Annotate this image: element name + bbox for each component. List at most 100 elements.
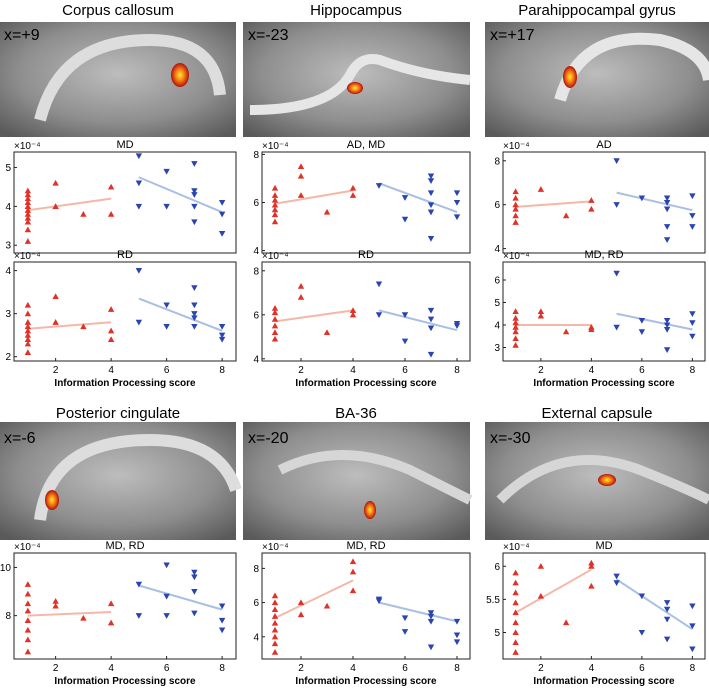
plot-frame — [261, 552, 471, 660]
plot-frame — [13, 261, 237, 362]
x-tick-label: 2 — [298, 365, 304, 376]
point — [689, 311, 696, 317]
x-axis-label: Information Processing score — [54, 676, 196, 687]
fit-line — [378, 182, 458, 214]
y-tick-label: 2 — [5, 352, 11, 363]
x-tick-label: 8 — [219, 663, 225, 674]
y-tick-label: 5.5 — [486, 595, 500, 606]
y-multiplier: ×10⁻⁴ — [262, 141, 289, 152]
point — [52, 179, 59, 186]
point — [218, 336, 226, 343]
point — [613, 202, 620, 208]
point — [453, 632, 461, 639]
point — [375, 281, 383, 288]
point — [191, 574, 198, 581]
fit-line — [27, 321, 112, 330]
y-tick-label: 4 — [494, 321, 500, 332]
fit-line — [616, 191, 693, 212]
plot-frame — [13, 552, 237, 660]
fit-line — [274, 189, 354, 205]
point — [427, 644, 435, 651]
y-multiplier: ×10⁻⁴ — [14, 251, 41, 262]
point — [218, 332, 226, 339]
point — [638, 329, 646, 335]
point — [512, 569, 519, 576]
point — [588, 559, 595, 566]
panel-title: External capsule — [542, 405, 653, 422]
point — [297, 283, 305, 289]
point — [297, 192, 305, 198]
point — [427, 618, 435, 625]
point — [218, 627, 226, 634]
y-tick-label: 6 — [494, 562, 500, 573]
point — [663, 347, 671, 353]
point — [24, 636, 32, 643]
point — [512, 315, 519, 321]
point — [427, 307, 435, 314]
point — [562, 328, 570, 335]
point — [191, 219, 198, 226]
point — [689, 193, 696, 200]
point — [427, 613, 435, 620]
point — [663, 224, 671, 230]
activation — [598, 474, 616, 486]
point — [663, 322, 671, 329]
point — [349, 184, 357, 191]
point — [107, 327, 115, 334]
point — [107, 183, 115, 190]
y-tick-label: 8 — [253, 266, 259, 277]
point — [537, 186, 545, 192]
point — [427, 209, 435, 216]
point — [163, 302, 170, 309]
point — [588, 197, 595, 203]
y-tick-label: 3 — [5, 309, 11, 320]
x-tick-label: 2 — [53, 663, 59, 674]
point — [24, 581, 32, 587]
chart-title: MD — [116, 139, 133, 151]
point — [52, 602, 59, 609]
point — [349, 568, 357, 575]
point — [24, 626, 32, 633]
point — [24, 226, 32, 233]
chart-title: AD — [596, 139, 611, 151]
point — [349, 558, 357, 565]
point — [427, 236, 435, 242]
x-tick-label: 6 — [639, 663, 645, 674]
point — [689, 320, 696, 326]
point — [663, 616, 671, 623]
point — [512, 188, 519, 195]
point — [537, 563, 545, 569]
point — [24, 319, 32, 325]
x-axis-label: Information Processing score — [533, 378, 675, 389]
slice-label: x=+17 — [490, 27, 535, 44]
point — [663, 606, 671, 613]
point — [52, 597, 59, 604]
x-tick-label: 8 — [454, 663, 460, 674]
y-tick-label: 6 — [253, 198, 259, 209]
point — [191, 610, 198, 617]
activation — [364, 501, 376, 519]
x-tick-label: 4 — [108, 663, 114, 674]
point — [191, 192, 198, 198]
point — [427, 325, 435, 332]
chart-title: MD, RD — [346, 540, 385, 552]
y-multiplier: ×10⁻⁴ — [503, 251, 530, 262]
y-tick-label: 4 — [253, 632, 259, 643]
point — [663, 600, 671, 606]
x-tick-label: 2 — [298, 663, 304, 674]
point — [401, 195, 409, 201]
brain-images — [0, 22, 709, 540]
point — [24, 203, 32, 209]
point — [427, 316, 435, 323]
point — [163, 562, 170, 569]
point — [24, 600, 32, 607]
point — [135, 180, 143, 187]
point — [663, 317, 671, 324]
point — [588, 563, 595, 569]
point — [512, 335, 519, 342]
brain-structure — [277, 450, 473, 505]
fit-line — [616, 312, 693, 331]
point — [297, 611, 305, 618]
point — [401, 216, 409, 223]
point — [135, 268, 143, 274]
